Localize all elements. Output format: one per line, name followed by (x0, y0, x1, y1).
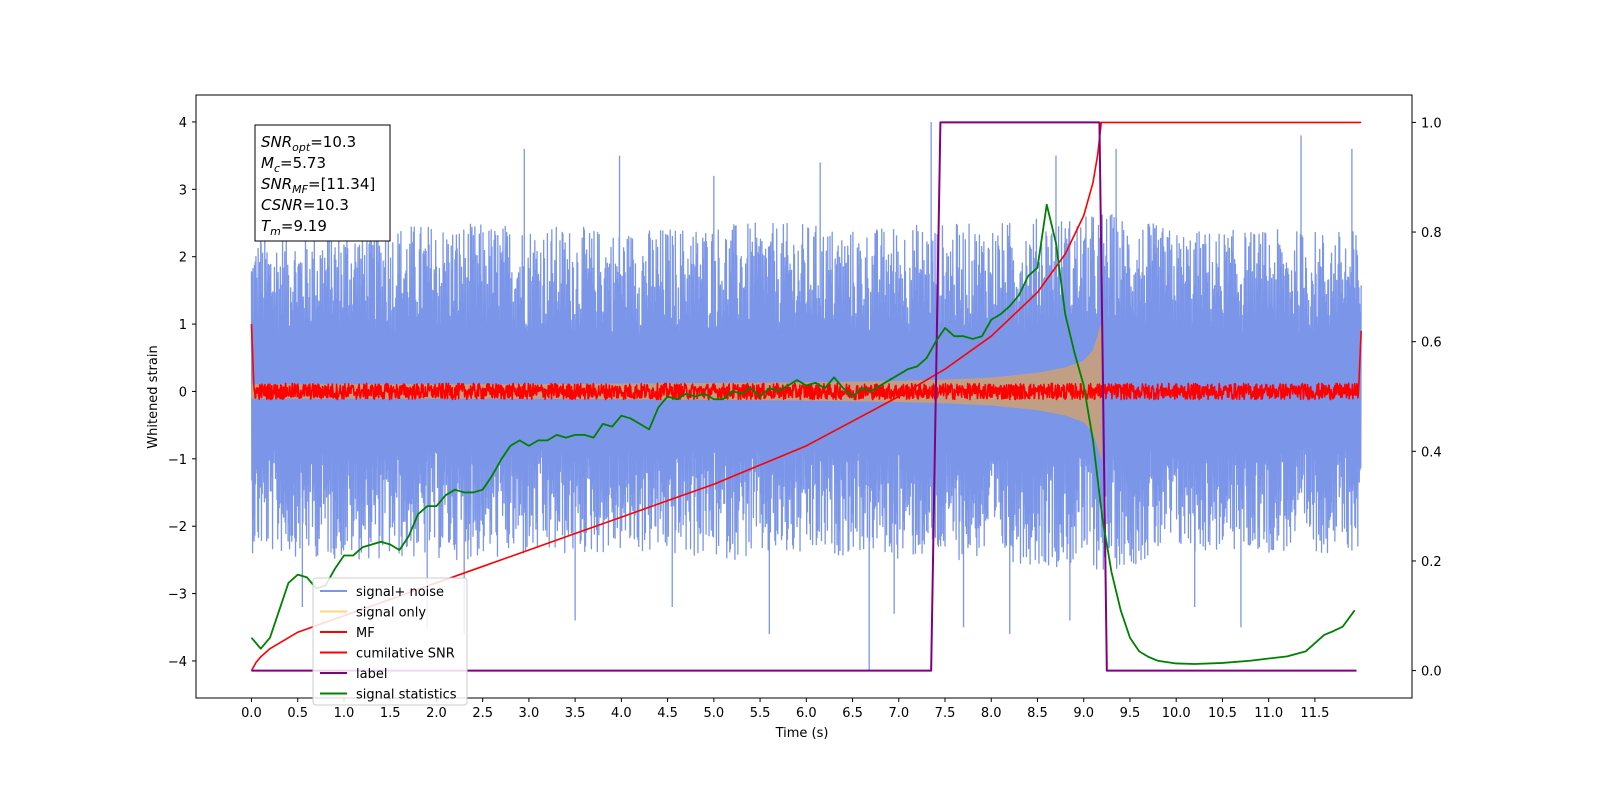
x-tick-label: 6.0 (796, 706, 817, 721)
x-tick-label: 10.0 (1162, 706, 1191, 721)
x-tick-label: 4.5 (657, 706, 678, 721)
annotation-line: Mc=5.73 (261, 154, 326, 175)
x-tick-label: 6.5 (842, 706, 863, 721)
x-tick-label: 9.5 (1120, 706, 1141, 721)
x-tick-label: 3.0 (519, 706, 540, 721)
x-tick-label: 2.0 (426, 706, 447, 721)
plot-frame (195, 94, 1413, 699)
x-axis-label: Time (s) (775, 726, 829, 741)
x-axis: 0.0 0.5 1.0 1.5 2.0 2.5 3.0 3.5 4.0 4.5 5.0 5.5 6.0 6… (241, 698, 1329, 721)
legend-entry: MF (356, 626, 375, 641)
y-left-tick-label: −1 (168, 453, 187, 468)
annotation-subscript: m (270, 225, 281, 238)
x-tick-label: 1.5 (380, 706, 401, 721)
y-left-tick-label: 3 (179, 183, 187, 198)
legend-entry: signal+ noise (356, 585, 444, 600)
annotation-value: =5.73 (280, 154, 326, 172)
series-signal-statistics (250, 203, 1356, 665)
annotation-value: =10.3 (310, 133, 356, 151)
annotation-line: Tm=9.19 (261, 217, 327, 238)
x-tick-label: 9.0 (1073, 706, 1094, 721)
annotation-symbol: SNR (261, 175, 292, 193)
legend-entry: cumilative SNR (356, 647, 455, 662)
y-left-tick-label: −3 (168, 588, 187, 603)
x-tick-label: 0.0 (241, 706, 262, 721)
legend-entry: signal statistics (356, 688, 457, 703)
legend-frame (312, 577, 468, 706)
annotation-line: CSNR=10.3 (261, 196, 349, 214)
y-axis-right: 1.0 0.8 0.6 0.4 0.2 0.0 (1412, 116, 1442, 680)
annotation-value: =10.3 (303, 196, 349, 214)
annotation-subscript: MF (292, 183, 308, 196)
y-left-tick-label: −2 (168, 520, 187, 535)
y-left-tick-label: 1 (179, 318, 187, 333)
x-tick-label: 8.0 (981, 706, 1002, 721)
annotation-box: SNRopt=10.3Mc=5.73SNRMF=[11.34]CSNR=10.3… (254, 124, 391, 242)
series-mf (250, 324, 1362, 401)
y-left-tick-label: 0 (179, 385, 187, 400)
annotation-symbol: SNR (261, 133, 292, 151)
annotation-line: SNRopt=10.3 (261, 133, 356, 154)
x-tick-label: 10.5 (1208, 706, 1237, 721)
y-axis-label: Whitened strain (146, 345, 161, 448)
annotation-subscript: c (274, 162, 280, 175)
x-tick-label: 4.0 (611, 706, 632, 721)
legend-entry: label (356, 667, 387, 682)
y-left-tick-label: −4 (168, 655, 187, 670)
y-right-tick-label: 0.0 (1421, 665, 1442, 680)
legend: signal+ noise signal only MF cumilative SNR… (312, 577, 468, 706)
annotation-subscript: opt (292, 141, 311, 154)
series-signal-noise (250, 121, 1362, 672)
annotation-line: SNRMF=[11.34] (261, 175, 375, 196)
annotation-value: =[11.34] (308, 175, 375, 193)
annotation-value: =9.19 (281, 217, 327, 235)
annotation-symbol: M (261, 154, 274, 172)
x-tick-label: 0.5 (287, 706, 308, 721)
y-left-tick-label: 2 (179, 251, 187, 266)
x-tick-label: 2.5 (472, 706, 493, 721)
x-tick-label: 5.5 (750, 706, 771, 721)
y-left-tick-label: 4 (179, 116, 187, 131)
x-tick-label: 1.0 (334, 706, 355, 721)
x-tick-label: 7.0 (888, 706, 909, 721)
y-right-tick-label: 0.4 (1421, 445, 1442, 460)
x-tick-label: 8.5 (1027, 706, 1048, 721)
x-tick-label: 11.0 (1254, 706, 1283, 721)
annotation-symbol: CSNR (261, 196, 303, 214)
legend-entry: signal only (356, 606, 426, 621)
x-tick-label: 7.5 (935, 706, 956, 721)
y-right-tick-label: 0.8 (1421, 226, 1442, 241)
x-tick-label: 3.5 (565, 706, 586, 721)
y-right-tick-label: 0.6 (1421, 336, 1442, 351)
x-tick-label: 11.5 (1300, 706, 1329, 721)
annotation-symbol: T (261, 217, 272, 235)
y-right-tick-label: 0.2 (1421, 555, 1442, 570)
annotation-frame (254, 124, 391, 242)
x-tick-label: 5.0 (703, 706, 724, 721)
series-label (251, 121, 1357, 672)
y-axis-left: 4 3 2 1 0 −1 −2 −3 −4 (168, 116, 196, 670)
y-right-tick-label: 1.0 (1421, 116, 1442, 131)
